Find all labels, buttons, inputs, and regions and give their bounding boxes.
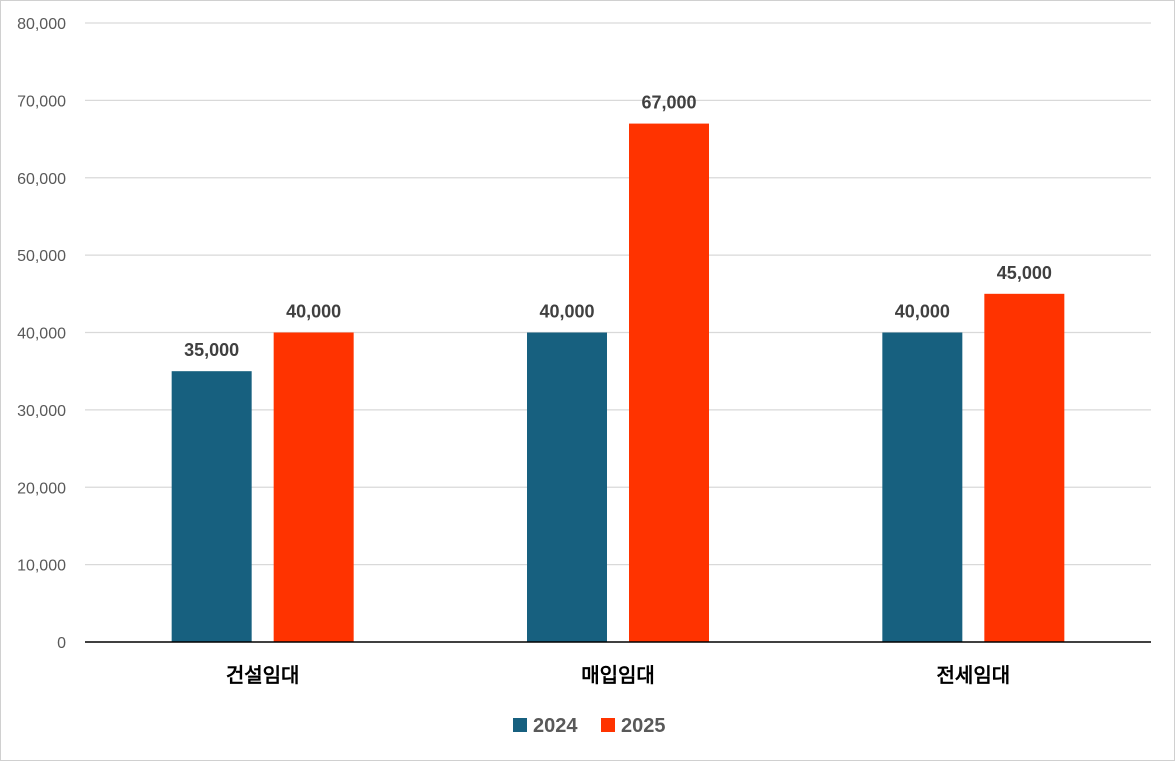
bar-2024 bbox=[171, 371, 252, 642]
bar-2025 bbox=[984, 293, 1065, 642]
y-axis-ticks: 0 10,000 20,000 30,000 40,000 50,000 60,000 70,… bbox=[17, 16, 66, 652]
y-tick-label: 10,000 bbox=[17, 558, 66, 575]
gridlines bbox=[85, 22, 1151, 566]
legend-label: 2025 bbox=[621, 715, 666, 737]
data-label: 40,000 bbox=[895, 302, 950, 322]
category-label: 전세임대 bbox=[937, 663, 1011, 687]
data-label: 67,000 bbox=[641, 93, 696, 113]
y-tick-label: 40,000 bbox=[17, 326, 66, 343]
y-tick-label: 20,000 bbox=[17, 480, 66, 497]
legend-swatch-2025 bbox=[601, 718, 615, 732]
data-label: 40,000 bbox=[286, 302, 341, 322]
bar-2024 bbox=[527, 332, 607, 642]
data-label: 45,000 bbox=[997, 263, 1052, 283]
bars bbox=[171, 123, 1065, 642]
y-tick-label: 80,000 bbox=[17, 16, 66, 33]
data-label: 35,000 bbox=[184, 340, 239, 360]
legend: 2024 2025 bbox=[513, 715, 666, 737]
legend-swatch-2024 bbox=[513, 718, 527, 732]
legend-label: 2024 bbox=[533, 715, 578, 737]
y-tick-label: 0 bbox=[57, 635, 66, 652]
bar-2025 bbox=[273, 332, 354, 642]
y-tick-label: 70,000 bbox=[17, 93, 66, 110]
bar-2025 bbox=[629, 123, 709, 642]
x-axis-categories: 건설임대 매입임대 전세임대 bbox=[226, 663, 1010, 687]
category-label: 매입임대 bbox=[581, 663, 655, 687]
y-tick-label: 60,000 bbox=[17, 171, 66, 188]
bar-2024 bbox=[882, 332, 963, 642]
y-tick-label: 30,000 bbox=[17, 403, 66, 420]
data-labels: 35,000 40,000 40,000 67,000 40,000 45,000 bbox=[184, 93, 1052, 361]
category-label: 건설임대 bbox=[226, 663, 300, 687]
y-tick-label: 50,000 bbox=[17, 248, 66, 265]
data-label: 40,000 bbox=[539, 302, 594, 322]
